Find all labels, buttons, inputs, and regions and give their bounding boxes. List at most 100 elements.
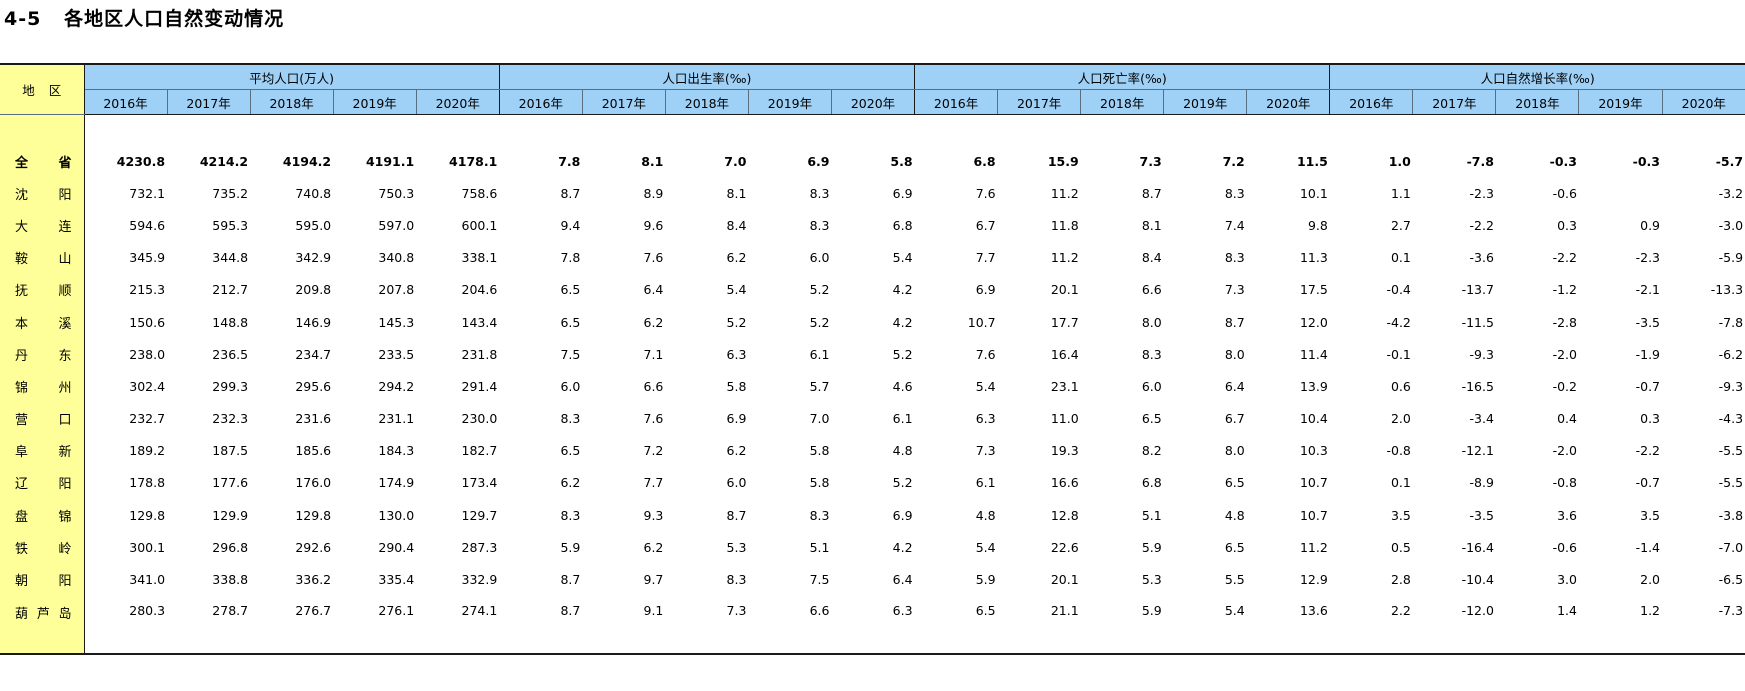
death-rate-value-cell: 10.7	[1299, 507, 1328, 523]
birth-rate-value-cell: 5.3	[726, 539, 747, 555]
death-rate-value-cell: 15.9	[1047, 153, 1079, 169]
population-value-cell: 231.6	[295, 411, 332, 427]
region-column-header: 地区	[0, 63, 85, 115]
birth-rate-value-cell: 6.0	[809, 250, 830, 266]
death-rate-value-cell: 9.8	[1307, 217, 1328, 233]
birth-rate-value-cell: 6.6	[809, 602, 830, 618]
birth-rate-value-cell: 6.2	[726, 250, 747, 266]
table-header: 地区 平均人口(万人) 人口出生率(‰) 人口死亡率(‰) 人口自然增长率(‰)…	[0, 63, 1745, 115]
growth-rate-value-cell: -3.8	[1718, 507, 1744, 523]
birth-rate-value-cell: 4.8	[892, 443, 913, 459]
population-value-cell: 740.8	[295, 185, 332, 201]
growth-rate-value-cell: -2.0	[1552, 443, 1577, 459]
death-rate-value-cell: 6.0	[1141, 378, 1162, 394]
death-rate-value-cell: 12.8	[1050, 507, 1079, 523]
growth-rate-value-cell: 3.5	[1390, 507, 1411, 523]
growth-rate-value-cell: 2.8	[1390, 572, 1411, 588]
birth-rate-value-cell: 9.6	[643, 217, 664, 233]
growth-rate-value-cell: 1.2	[1640, 602, 1661, 618]
birth-rate-value-cell: 8.1	[641, 153, 664, 169]
birth-rate-value-cell: 5.2	[726, 314, 747, 330]
death-rate-value-cell: 8.0	[1224, 443, 1245, 459]
empty-cell	[914, 642, 998, 655]
region-name-cell: 锦州	[0, 370, 85, 403]
empty-cell	[1662, 115, 1745, 146]
death-rate-value-cell: 19.3	[1050, 443, 1079, 459]
birth-rate-value-cell: 6.0	[560, 378, 581, 394]
population-value-cell: 341.0	[129, 572, 166, 588]
growth-rate-value-cell: -6.5	[1718, 572, 1744, 588]
population-value-cell: 232.7	[129, 411, 166, 427]
death-rate-value-cell: 10.1	[1299, 185, 1328, 201]
empty-cell	[1163, 642, 1247, 655]
table-row: 朝阳 341.0 338.8 336.2 335.4 332.9 8.7 9.7 8.3 7.5 6…	[0, 563, 1745, 596]
death-rate-value-cell: 6.9	[975, 282, 996, 298]
empty-cell	[250, 115, 333, 146]
death-rate-value-cell: 10.7	[1299, 475, 1328, 491]
growth-rate-value-cell: 0.1	[1390, 475, 1411, 491]
empty-cell	[1329, 642, 1413, 655]
growth-rate-value-cell: -13.3	[1710, 282, 1744, 298]
death-rate-value-cell: 6.8	[1141, 475, 1162, 491]
empty-cell	[499, 115, 582, 146]
empty-cell	[582, 642, 666, 655]
birth-rate-value-cell: 6.3	[726, 346, 747, 362]
growth-rate-value-cell: -7.0	[1718, 539, 1744, 555]
population-value-cell: 129.8	[295, 507, 332, 523]
birth-rate-value-cell: 6.5	[560, 443, 581, 459]
population-value-cell: 146.9	[295, 314, 332, 330]
death-rate-value-cell: 5.1	[1141, 507, 1162, 523]
population-value-cell: 595.3	[212, 217, 249, 233]
population-value-cell: 189.2	[129, 443, 166, 459]
death-rate-value-cell: 6.7	[1224, 411, 1245, 427]
growth-rate-value-cell: 1.4	[1557, 602, 1577, 618]
birth-rate-value-cell: 8.7	[560, 602, 581, 618]
year-header-birth-rate: 2017年	[581, 89, 666, 115]
birth-rate-value-cell: 5.2	[892, 346, 913, 362]
table-row: 沈阳 732.1 735.2 740.8 750.3 758.6 8.7 8.9 8.1 8.3 6…	[0, 177, 1745, 210]
empty-cell	[416, 642, 500, 655]
growth-rate-value-cell: -3.5	[1635, 314, 1661, 330]
birth-rate-value-cell: 8.3	[809, 185, 830, 201]
birth-rate-value-cell: 5.7	[809, 378, 830, 394]
growth-rate-value-cell: 1.1	[1390, 185, 1411, 201]
growth-rate-value-cell: -4.2	[1386, 314, 1411, 330]
population-value-cell: 594.6	[129, 217, 166, 233]
growth-rate-value-cell: -2.3	[1469, 185, 1494, 201]
population-value-cell: 231.8	[461, 346, 498, 362]
death-rate-value-cell: 5.9	[975, 572, 996, 588]
growth-rate-value-cell: -2.1	[1635, 282, 1661, 298]
birth-rate-value-cell: 5.1	[809, 539, 830, 555]
table-row: 铁岭 300.1 296.8 292.6 290.4 287.3 5.9 6.2 5.3 5.1 4…	[0, 531, 1745, 564]
table-row: 鞍山 345.9 344.8 342.9 340.8 338.1 7.8 7.6 6.2 6.0 5…	[0, 241, 1745, 274]
empty-cell	[831, 642, 915, 655]
year-header-birth-rate: 2016年	[498, 89, 583, 115]
growth-rate-value-cell: -8.9	[1469, 475, 1494, 491]
population-value-cell: 173.4	[461, 475, 498, 491]
year-header-death-rate: 2019年	[1163, 89, 1247, 115]
growth-rate-value-cell: -0.3	[1632, 153, 1661, 169]
population-value-cell: 4191.1	[365, 153, 415, 169]
birth-rate-value-cell: 6.4	[892, 572, 913, 588]
death-rate-value-cell: 6.7	[975, 217, 996, 233]
birth-rate-value-cell: 8.3	[809, 217, 830, 233]
growth-rate-value-cell: -0.6	[1552, 539, 1577, 555]
table-row: 大连 594.6 595.3 595.0 597.0 600.1 9.4 9.6 8.4 8.3 6…	[0, 209, 1745, 242]
birth-rate-value-cell: 7.2	[643, 443, 664, 459]
table-row: 盘锦 129.8 129.9 129.8 130.0 129.7 8.3 9.3 8.7 8.3 6…	[0, 499, 1745, 532]
population-value-cell: 230.0	[461, 411, 498, 427]
statistics-sheet: 地区 平均人口(万人) 人口出生率(‰) 人口死亡率(‰) 人口自然增长率(‰)…	[0, 63, 1745, 655]
year-header-death-rate: 2016年	[914, 89, 998, 115]
birth-rate-value-cell: 6.1	[809, 346, 830, 362]
death-rate-value-cell: 6.1	[975, 475, 996, 491]
region-name-cell: 阜新	[0, 434, 85, 467]
empty-cell	[748, 115, 831, 146]
population-value-cell: 177.6	[212, 475, 249, 491]
death-rate-value-cell: 11.2	[1299, 539, 1328, 555]
growth-rate-value-cell: -3.5	[1469, 507, 1494, 523]
birth-rate-value-cell: 6.2	[726, 443, 747, 459]
population-value-cell: 174.9	[378, 475, 415, 491]
population-value-cell: 234.7	[295, 346, 332, 362]
growth-rate-value-cell: -12.0	[1461, 602, 1494, 618]
death-rate-value-cell: 11.3	[1299, 250, 1328, 266]
